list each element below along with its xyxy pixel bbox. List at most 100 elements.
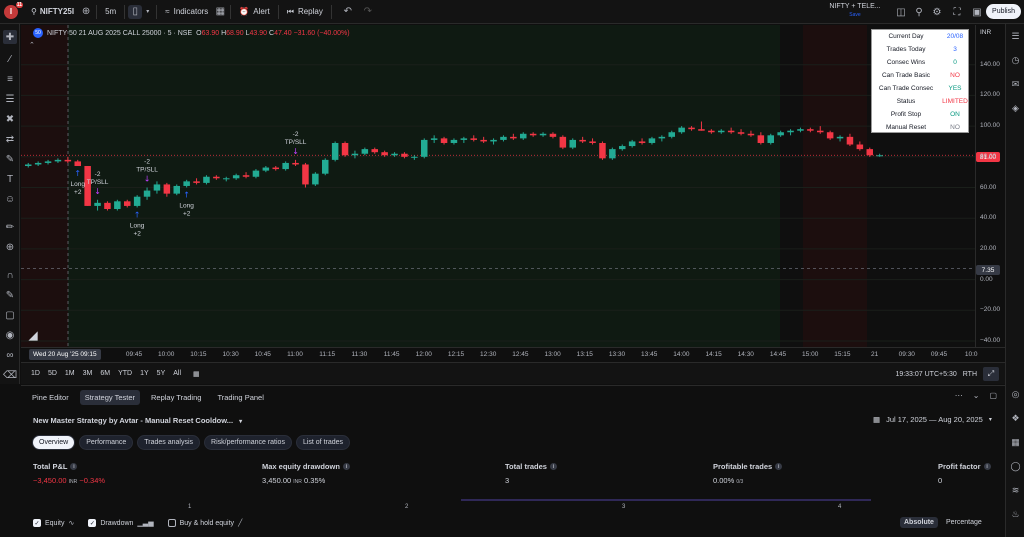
info-icon[interactable]: i [775,463,783,470]
goto-date-icon[interactable]: ▦ [193,370,200,378]
chevron-down-icon[interactable]: ⌄ [972,391,980,400]
emoji-icon[interactable]: ☺ [4,193,16,205]
camera-icon[interactable]: ▣ [972,6,982,18]
magnet-icon[interactable]: ∩ [6,269,14,281]
ruler-icon[interactable]: ✏ [5,221,15,233]
brush-icon[interactable]: ✎ [5,153,15,165]
drawing-toolbar: ✚ ∕ ≡ ☰ ✖ ⇄ ✎ T ☺ ✏ ⊕ ∩ ✎ ▢ ◉ ∞ ⌫ [0,24,20,384]
checkbox-empty-icon[interactable] [167,519,176,527]
info-table-value: NO [950,124,960,131]
mode-percentage[interactable]: Percentage [945,519,982,526]
lock-icon[interactable]: ▢ [5,309,15,321]
maximize-icon[interactable]: ▢ [989,391,997,400]
range-6m[interactable]: 6M [100,369,111,377]
layers-icon[interactable]: ◈ [1012,103,1019,113]
clock-label[interactable]: 19:33:07 UTC+5:30 [895,370,957,378]
candles-icon[interactable]: ▯ [128,4,143,19]
range-1y[interactable]: 1Y [140,369,149,377]
date-range-selector[interactable]: ▦ Jul 17, 2025 — Aug 20, 2025 ▾ [873,415,992,424]
undo-icon[interactable]: ↶ [343,6,353,17]
alerts-clock-icon[interactable]: ◷ [1011,55,1020,65]
fullscreen-icon[interactable]: ⛶ [953,6,961,18]
zoom-icon[interactable]: ⊕ [5,241,15,253]
panel-tab-trading-panel[interactable]: Trading Panel [217,392,264,402]
interval-button[interactable]: 5m [105,7,117,16]
toggle-buy-hold-equity[interactable]: Buy & hold equity ╱ [167,519,242,527]
subtab-list-of-trades[interactable]: List of trades [295,435,351,450]
watchlist-icon[interactable]: ☰ [1011,31,1020,41]
metric-max-drawdown: Max equity drawdown i 3,450.00 INR 0.35% [262,462,350,485]
info-icon[interactable]: i [983,463,991,470]
currency-label[interactable]: INR [980,29,992,36]
text-icon[interactable]: T [6,173,14,185]
help-icon[interactable]: ◯ [1010,461,1021,471]
user-avatar[interactable]: I 11 [4,1,23,19]
range-5d[interactable]: 5D [47,369,57,377]
price-chart[interactable]: -2 TP/SLL ↓ -2 TP/SLL ↓ -2 TP/SLL ↓ ↑ Long +2 ↑ Long +… [21,25,975,347]
templates-grid-icon[interactable]: ▦ [215,6,226,17]
panel-tab-strategy-tester[interactable]: Strategy Tester [79,389,140,405]
panel-tab-pine-editor[interactable]: Pine Editor [32,392,69,402]
publish-button[interactable]: Publish [986,4,1021,19]
candle-body [708,130,715,133]
lock-drawing-icon[interactable]: ✎ [5,289,15,301]
candle-body [302,164,309,185]
pattern-icon[interactable]: ✖ [5,113,15,125]
toggle-equity[interactable]: ✓ Equity ∿ [33,519,74,527]
collapse-legend-icon[interactable]: ⌃ [29,42,35,49]
layout-icon[interactable]: ◫ [896,6,906,18]
fib-icon[interactable]: ≡ [7,73,13,85]
range-1m[interactable]: 1M [64,369,75,377]
checkbox-checked-icon[interactable]: ✓ [88,519,97,527]
subtab-risk-performance-ratios[interactable]: Risk/performance ratios [204,435,292,450]
target-icon[interactable]: ◎ [1011,389,1020,399]
trash-icon[interactable]: ⌫ [2,369,18,381]
price-axis[interactable]: INR 81.00 7.35 140.00 120.00 100.00 80.00 60… [975,25,1005,347]
candle-body [628,141,636,147]
replay-button[interactable]: ⏮ Replay [282,0,328,24]
chevron-down-icon[interactable]: ▾ [146,9,150,15]
channel-icon[interactable]: ☰ [5,93,15,105]
trend-line-icon[interactable]: ∕ [9,53,11,65]
subtab-overview[interactable]: Overview [32,435,76,450]
chat-icon[interactable]: ✉ [1011,79,1020,89]
info-icon[interactable]: i [549,463,557,470]
info-table-row: Current Day 20/08 [872,30,970,43]
symbol-search[interactable]: ⚲ NIFTY25I [26,0,79,24]
mode-absolute[interactable]: Absolute [900,517,938,528]
strategy-info-table: Current Day 20/08 Trades Today 3 Consec Wins… [871,29,969,133]
range-3m[interactable]: 3M [82,369,93,377]
range-all[interactable]: All [173,369,182,377]
broker-selector[interactable]: NIFTY + TELE... Save [816,2,894,22]
settings-gear-icon[interactable]: ⚙ [932,6,942,18]
subtab-performance[interactable]: Performance [79,435,134,450]
link-icon[interactable]: ∞ [6,349,14,361]
alert-button[interactable]: ⏰ Alert [234,0,274,24]
panel-tab-replay-trading[interactable]: Replay Trading [151,392,202,402]
strategy-selector[interactable]: New Master Strategy by Avtar - Manual Re… [33,416,242,425]
range-ytd[interactable]: YTD [118,369,133,377]
auto-scale-icon[interactable]: ⤢ [983,367,999,381]
eye-icon[interactable]: ◉ [5,329,15,341]
search-icon[interactable]: ⚲ [915,6,923,18]
bell-icon[interactable]: ♨ [1011,509,1020,519]
time-axis[interactable]: Wed 20 Aug '25 09:15 09:45 10:00 10:15 10:3… [21,347,1005,361]
forecast-icon[interactable]: ⇄ [5,133,15,145]
range-1d[interactable]: 1D [31,369,40,377]
info-icon[interactable]: i [70,463,78,470]
indicators-button[interactable]: ≈ Indicators [160,0,213,24]
calendar-icon[interactable]: ▦ [1011,437,1020,447]
redo-icon[interactable]: ↷ [363,6,373,17]
more-options-icon[interactable]: ⋯ [954,391,963,400]
compare-plus-icon[interactable]: ⊕ [81,6,91,17]
info-icon[interactable]: i [342,463,350,470]
range-5y[interactable]: 5Y [156,369,166,377]
toggle-drawdown[interactable]: ✓ Drawdown ▁▃▅ [88,519,154,527]
subtab-trades-analysis[interactable]: Trades analysis [137,435,201,450]
checkbox-checked-icon[interactable]: ✓ [33,519,41,527]
broadcast-icon[interactable]: ≋ [1011,485,1020,495]
session-label[interactable]: RTH [962,370,977,378]
crosshair-icon[interactable]: ✚ [3,30,17,44]
signal-icon[interactable]: ❖ [1011,413,1020,423]
entry-arrow-icon: ↑ [134,210,141,219]
